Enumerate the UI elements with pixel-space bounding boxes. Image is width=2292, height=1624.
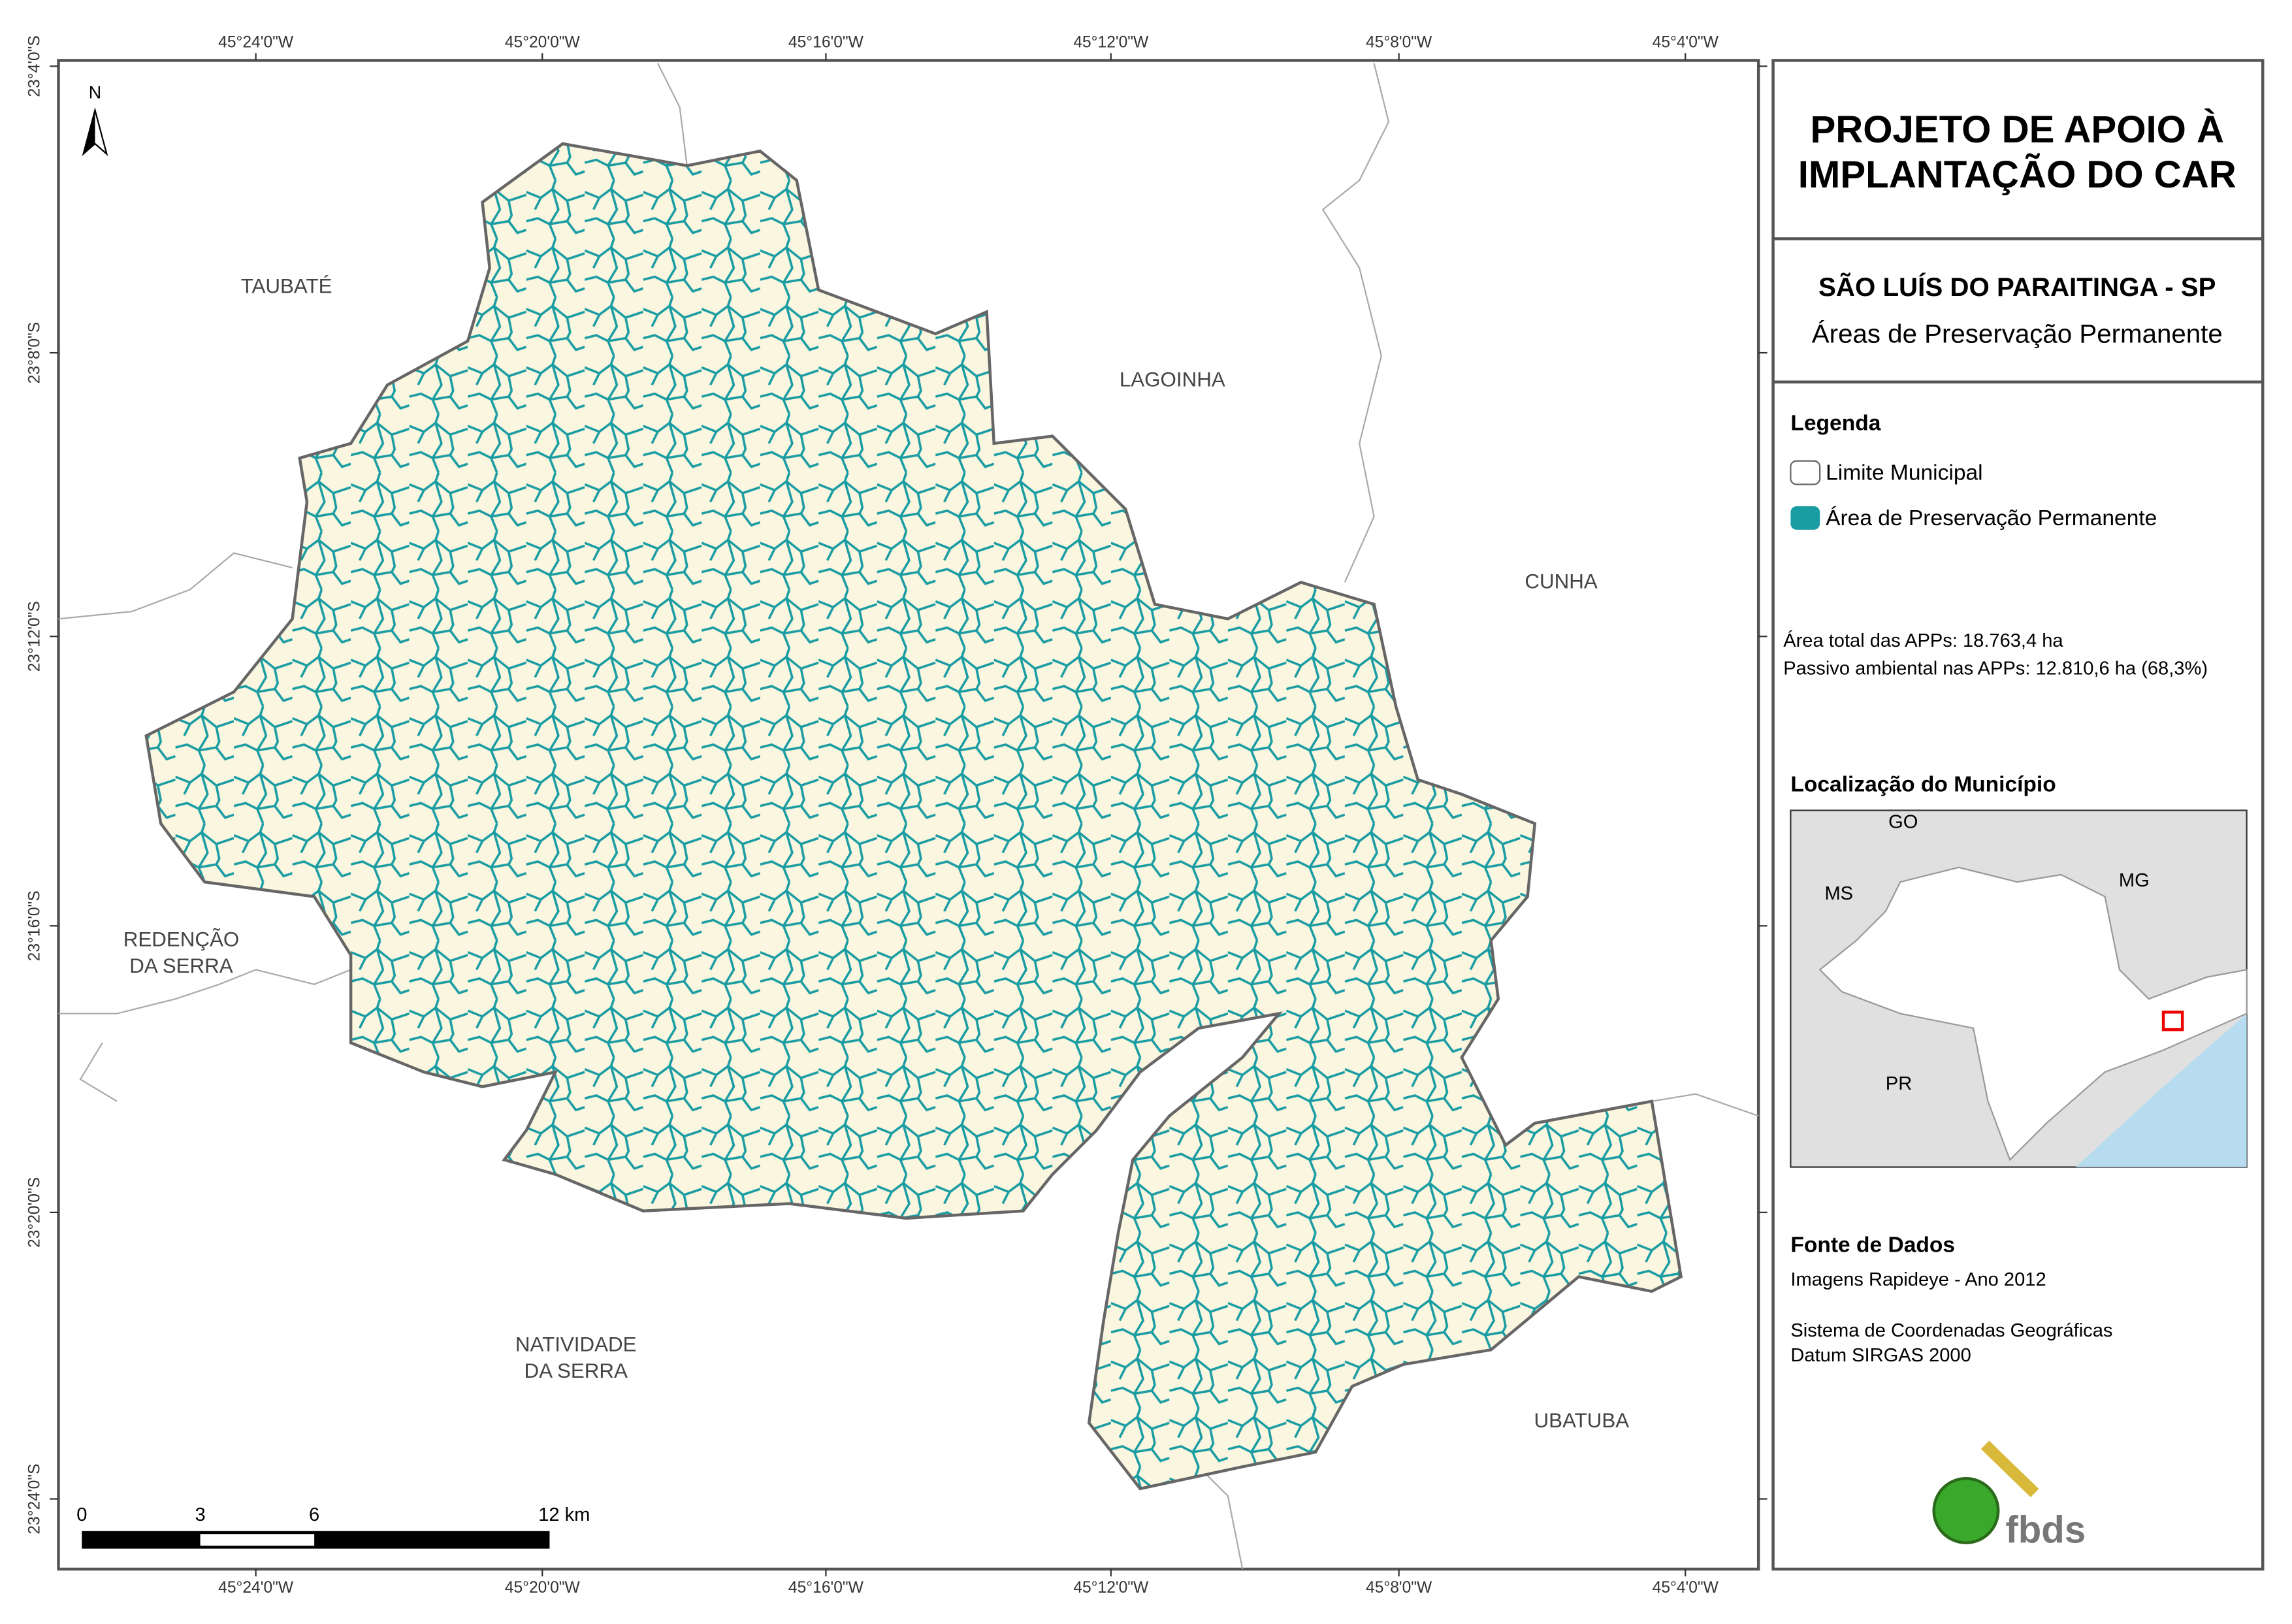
north-label: N bbox=[89, 83, 101, 103]
scale-label: 0 bbox=[76, 1504, 87, 1525]
legend-swatch bbox=[1790, 506, 1820, 530]
neighbor-name: DA SERRA bbox=[525, 1359, 628, 1382]
x-coordinate-label: 45°16'0"W bbox=[788, 1579, 864, 1597]
legend-title: Legenda bbox=[1790, 412, 1880, 436]
boundary bbox=[1651, 1093, 1759, 1117]
municipality bbox=[144, 142, 1683, 1491]
neighbor-name: CUNHA bbox=[1525, 570, 1597, 593]
x-coordinate-label: 45°20'0"W bbox=[505, 1579, 581, 1597]
boundary bbox=[79, 1042, 118, 1102]
x-coordinate-label: 45°4'0"W bbox=[1653, 33, 1719, 51]
location-inset bbox=[1790, 809, 2248, 1168]
scale-bar bbox=[82, 1531, 550, 1549]
scale-label: 3 bbox=[195, 1504, 206, 1525]
legend-item: Área de Preservação Permanente bbox=[1826, 506, 2157, 530]
location-marker bbox=[2161, 1011, 2184, 1031]
boundary bbox=[58, 552, 293, 620]
y-coordinate-label: 23°8'0"S bbox=[25, 322, 43, 383]
boundary bbox=[657, 63, 688, 166]
state-label: MS bbox=[1824, 883, 1853, 904]
neighbor-name: DA SERRA bbox=[129, 954, 233, 977]
x-coordinate-label: 45°24'0"W bbox=[218, 33, 294, 51]
logo bbox=[1932, 1440, 2039, 1544]
stat: Passivo ambiental nas APPs: 12.810,6 ha … bbox=[1783, 658, 2208, 679]
neighbor-name: UBATUBA bbox=[1534, 1409, 1630, 1432]
neighbor-name: LAGOINHA bbox=[1120, 368, 1225, 391]
municipality: SÃO LUÍS DO PARAITINGA - SP bbox=[1818, 272, 2216, 302]
boundary bbox=[58, 969, 351, 1015]
logo-circle bbox=[1932, 1476, 2000, 1544]
y-coordinate-label: 23°24'0"S bbox=[25, 1463, 43, 1534]
scale-segment bbox=[200, 1534, 315, 1546]
x-coordinate-label: 45°12'0"W bbox=[1073, 1579, 1149, 1597]
legend-item: Limite Municipal bbox=[1826, 461, 1983, 485]
logo-text: fbds bbox=[2005, 1509, 2086, 1551]
x-coordinate-label: 45°20'0"W bbox=[505, 33, 581, 51]
stat: Área total das APPs: 18.763,4 ha bbox=[1783, 630, 2063, 651]
y-coordinate-label: 23°4'0"S bbox=[25, 35, 43, 97]
source-line: Imagens Rapideye - Ano 2012 bbox=[1790, 1269, 2046, 1290]
source-line: Sistema de Coordenadas Geográficas bbox=[1790, 1320, 2112, 1341]
subtitle: Áreas de Preservação Permanente bbox=[1812, 319, 2223, 348]
source-title: Fonte de Dados bbox=[1790, 1233, 1955, 1257]
state-label: GO bbox=[1888, 811, 1918, 832]
scale-label: 6 bbox=[309, 1504, 319, 1525]
scale-segment bbox=[82, 1531, 550, 1549]
x-coordinate-label: 45°4'0"W bbox=[1653, 1579, 1719, 1597]
sao-paulo-state bbox=[1818, 866, 2248, 1161]
ocean bbox=[2075, 1013, 2247, 1167]
title: PROJETO DE APOIO À bbox=[1810, 108, 2224, 151]
x-coordinate-label: 45°8'0"W bbox=[1366, 33, 1432, 51]
y-coordinate-label: 23°16'0"S bbox=[25, 890, 43, 961]
state-label: PR bbox=[1886, 1073, 1912, 1094]
scale-label: 12 km bbox=[538, 1504, 590, 1525]
neighbor-name: NATIVIDADE bbox=[515, 1333, 637, 1356]
x-coordinate-label: 45°8'0"W bbox=[1366, 1579, 1432, 1597]
legend-swatch bbox=[1790, 460, 1821, 485]
neighbor-name: TAUBATÉ bbox=[241, 274, 332, 297]
source-line: Datum SIRGAS 2000 bbox=[1790, 1345, 1971, 1366]
boundary bbox=[1321, 63, 1390, 583]
location-title: Localização do Município bbox=[1790, 772, 2056, 796]
boundary bbox=[1198, 1466, 1244, 1570]
north-arrow bbox=[82, 107, 108, 156]
y-coordinate-label: 23°20'0"S bbox=[25, 1177, 43, 1248]
neighbor-boundaries bbox=[58, 63, 1759, 1570]
logo-bar bbox=[1980, 1440, 2039, 1498]
x-coordinate-label: 45°16'0"W bbox=[788, 33, 864, 51]
state-label: MG bbox=[2119, 870, 2150, 891]
y-coordinate-label: 23°12'0"S bbox=[25, 601, 43, 672]
neighbor-name: REDENÇÃO bbox=[123, 928, 240, 951]
title: IMPLANTAÇÃO DO CAR bbox=[1798, 154, 2236, 196]
x-coordinate-label: 45°24'0"W bbox=[218, 1579, 294, 1597]
x-coordinate-label: 45°12'0"W bbox=[1073, 33, 1149, 51]
